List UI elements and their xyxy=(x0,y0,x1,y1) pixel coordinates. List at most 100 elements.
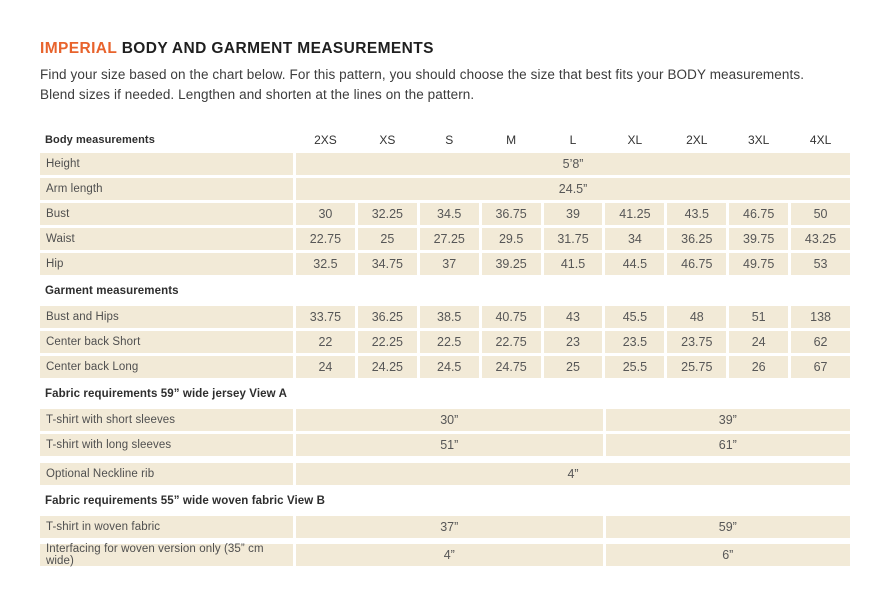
value-cell: 46.75 xyxy=(729,203,789,225)
value-cell: 23.5 xyxy=(605,331,665,353)
column-header-body-measurements: Body measurements xyxy=(45,134,155,146)
table-row-tshirt-short-sleeves: T-shirt with short sleeves 30” 39” xyxy=(40,409,851,431)
value-cell: 40.75 xyxy=(481,306,541,328)
value-cell: 34 xyxy=(605,228,665,250)
section-label-garment-measurements: Garment measurements xyxy=(45,284,179,297)
value-cell: 138 xyxy=(791,306,851,328)
table-row-hip: Hip 32.5 34.75 37 39.25 41.5 44.5 46.75 … xyxy=(40,253,851,275)
column-header-size-2xs: 2XS xyxy=(314,133,337,147)
table-row-center-back-short: Center back Short 22 22.25 22.5 22.75 23… xyxy=(40,331,851,353)
merged-value-cell-left: 37” xyxy=(296,516,603,538)
table-row-tshirt-woven: T-shirt in woven fabric 37” 59” xyxy=(40,516,851,538)
value-cell: 22.25 xyxy=(357,331,417,353)
value-cell: 41.25 xyxy=(605,203,665,225)
row-label: Bust and Hips xyxy=(40,306,293,328)
value-cell: 36.25 xyxy=(667,228,727,250)
value-cell: 44.5 xyxy=(605,253,665,275)
row-label: Center back Long xyxy=(40,356,293,378)
value-cell: 34.5 xyxy=(419,203,479,225)
value-cell: 41.5 xyxy=(543,253,603,275)
column-header-size-m: M xyxy=(506,133,517,147)
value-cell: 25.5 xyxy=(605,356,665,378)
table-header-row: Body measurements 2XS XS S M L XL 2XL 3X… xyxy=(40,131,851,149)
row-label: Arm length xyxy=(40,178,293,200)
table-row-interfacing: Interfacing for woven version only (35” … xyxy=(40,543,851,567)
merged-value-cell-right: 61” xyxy=(605,434,851,456)
value-cell: 48 xyxy=(667,306,727,328)
row-label: T-shirt in woven fabric xyxy=(40,516,293,538)
column-header-size-xl: XL xyxy=(627,133,643,147)
merged-value-cell-left: 4” xyxy=(296,544,603,566)
value-cell: 43.5 xyxy=(667,203,727,225)
value-cell: 32.5 xyxy=(296,253,355,275)
value-cell: 39 xyxy=(543,203,603,225)
column-header-size-3xl: 3XL xyxy=(748,133,770,147)
value-cell: 38.5 xyxy=(419,306,479,328)
column-header-size-2xl: 2XL xyxy=(686,133,708,147)
value-cell: 24.25 xyxy=(357,356,417,378)
size-chart-table: Body measurements 2XS XS S M L XL 2XL 3X… xyxy=(40,131,851,567)
value-cell: 33.75 xyxy=(296,306,355,328)
value-cell: 22 xyxy=(296,331,355,353)
column-header-size-s: S xyxy=(445,133,454,147)
value-cell: 46.75 xyxy=(667,253,727,275)
merged-value-cell-right: 59” xyxy=(605,516,851,538)
value-cell: 37 xyxy=(419,253,479,275)
value-cell: 45.5 xyxy=(605,306,665,328)
value-cell: 39.75 xyxy=(729,228,789,250)
value-cell: 31.75 xyxy=(543,228,603,250)
value-cell: 34.75 xyxy=(357,253,417,275)
column-header-size-4xl: 4XL xyxy=(809,133,832,147)
merged-value-cell: 4” xyxy=(296,463,851,485)
value-cell: 22.5 xyxy=(419,331,479,353)
row-label: Waist xyxy=(40,228,293,250)
value-cell: 26 xyxy=(729,356,789,378)
value-cell: 67 xyxy=(791,356,851,378)
value-cell: 29.5 xyxy=(481,228,541,250)
value-cell: 62 xyxy=(791,331,851,353)
row-label: T-shirt with long sleeves xyxy=(40,434,293,456)
row-label: Optional Neckline rib xyxy=(40,463,293,485)
table-row-arm-length: Arm length 24.5” xyxy=(40,178,851,200)
column-header-size-xs: XS xyxy=(379,133,396,147)
page: IMPERIAL BODY AND GARMENT MEASUREMENTS F… xyxy=(40,40,851,567)
value-cell: 39.25 xyxy=(481,253,541,275)
table-row-center-back-long: Center back Long 24 24.25 24.5 24.75 25 … xyxy=(40,356,851,378)
value-cell: 43 xyxy=(543,306,603,328)
value-cell: 30 xyxy=(296,203,355,225)
value-cell: 36.75 xyxy=(481,203,541,225)
value-cell: 43.25 xyxy=(791,228,851,250)
column-header-size-l: L xyxy=(569,133,577,147)
intro-text: Find your size based on the chart below.… xyxy=(40,67,805,102)
section-label-fabric-view-b: Fabric requirements 55” wide woven fabri… xyxy=(45,494,326,507)
row-label: Center back Short xyxy=(40,331,293,353)
table-row-bust: Bust 30 32.25 34.5 36.75 39 41.25 43.5 4… xyxy=(40,203,851,225)
row-label: Interfacing for woven version only (35” … xyxy=(40,543,293,567)
merged-value-cell: 24.5” xyxy=(296,178,851,200)
value-cell: 32.25 xyxy=(357,203,417,225)
value-cell: 23 xyxy=(543,331,603,353)
value-cell: 24 xyxy=(729,331,789,353)
table-row-bust-and-hips: Bust and Hips 33.75 36.25 38.5 40.75 43 … xyxy=(40,306,851,328)
value-cell: 25 xyxy=(543,356,603,378)
value-cell: 51 xyxy=(729,306,789,328)
merged-value-cell-left: 30” xyxy=(296,409,603,431)
value-cell: 23.75 xyxy=(667,331,727,353)
value-cell: 22.75 xyxy=(481,331,541,353)
value-cell: 24.5 xyxy=(419,356,479,378)
value-cell: 50 xyxy=(791,203,851,225)
value-cell: 25.75 xyxy=(667,356,727,378)
merged-value-cell-right: 39” xyxy=(605,409,851,431)
value-cell: 25 xyxy=(357,228,417,250)
row-label: Hip xyxy=(40,253,293,275)
merged-value-cell-left: 51” xyxy=(296,434,603,456)
value-cell: 53 xyxy=(791,253,851,275)
row-label: T-shirt with short sleeves xyxy=(40,409,293,431)
row-label: Bust xyxy=(40,203,293,225)
value-cell: 49.75 xyxy=(729,253,789,275)
merged-value-cell-right: 6” xyxy=(605,544,851,566)
section-label-fabric-view-a: Fabric requirements 59” wide jersey View… xyxy=(45,387,287,400)
value-cell: 36.25 xyxy=(357,306,417,328)
value-cell: 24 xyxy=(296,356,355,378)
page-title: IMPERIAL BODY AND GARMENT MEASUREMENTS xyxy=(40,40,851,58)
